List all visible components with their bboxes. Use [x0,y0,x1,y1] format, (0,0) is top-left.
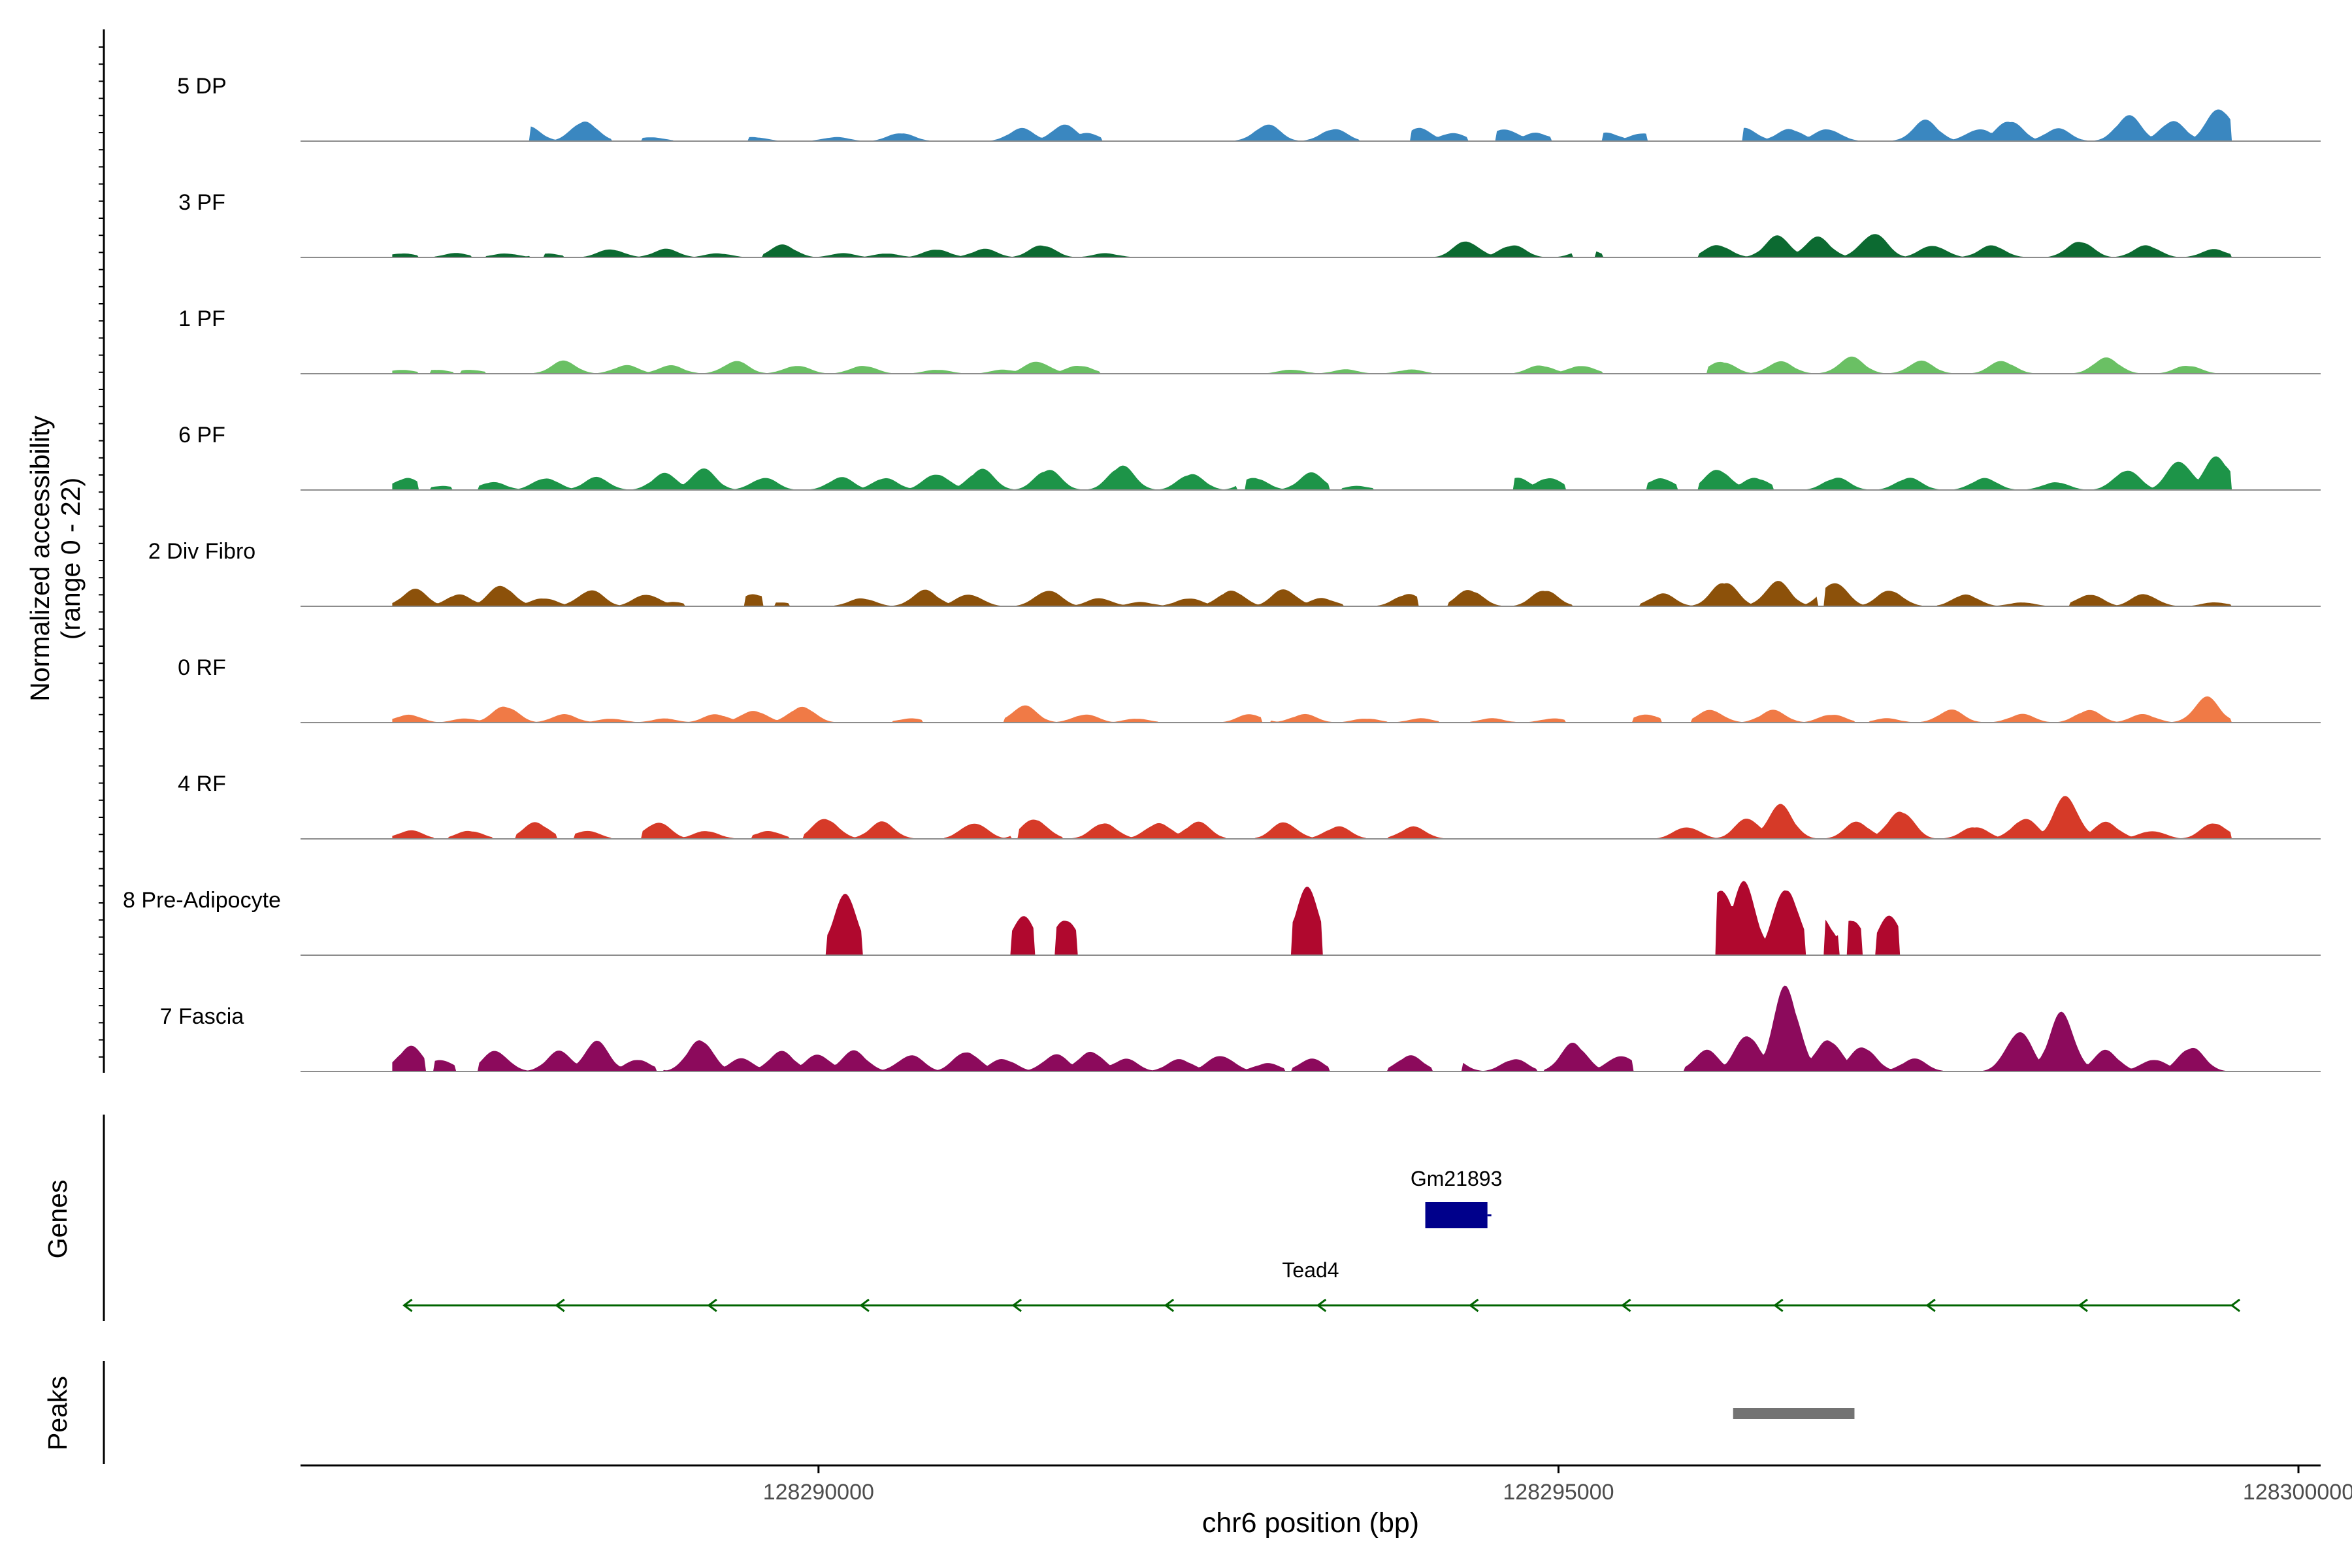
y-axis-label-line1: Normalized accessibility [25,416,55,702]
coverage-area-6-pf [392,456,2232,490]
coverage-area-0-rf [392,696,2232,723]
track-label: 1 PF [178,306,225,331]
strand-arrow [707,1298,717,1313]
gene-tead4: Tead4 [402,1258,2240,1313]
strand-arrow [859,1298,870,1313]
x-tick-label: 128290000 [763,1480,874,1505]
coverage-tracks: 5 DP 3 PF 1 PF 6 PF 2 Div Fibro 0 RF 4 RF 8 Pre… [123,74,2321,1072]
track-label: 4 RF [178,772,226,796]
track-label: 7 Fascia [160,1004,244,1029]
strand-arrow [1316,1298,1327,1313]
genes-track-label: Genes [42,1180,73,1259]
y-axis-label-line2: (range 0 - 22) [56,478,86,640]
track-0-rf: 0 RF [178,655,2321,723]
track-label: 5 DP [177,74,227,99]
gene-label: Tead4 [1282,1258,1339,1282]
track-1-pf: 1 PF [178,306,2321,374]
x-axis-ticks: 128290000 128295000 128300000 [763,1465,2352,1505]
track-6-pf: 6 PF [178,423,2321,491]
track-label: 0 RF [178,655,226,680]
track-label: 6 PF [178,423,225,448]
strand-arrow [1621,1298,1631,1313]
gene-gm21893: Gm21893 [1411,1167,1503,1228]
strand-arrow [1011,1298,1022,1313]
coverage-area-3-pf [392,234,2232,257]
coverage-area-8-pre-adipocyte [392,881,2232,955]
track-4-rf: 4 RF [178,772,2321,840]
gene-label: Gm21893 [1411,1167,1503,1190]
peak-region [1733,1408,1855,1419]
strand-arrow [1925,1298,1936,1313]
coverage-y-axis [99,29,105,1073]
coverage-area-4-rf [392,796,2232,839]
coverage-area-5-dp [392,109,2232,141]
coverage-area-2-div-fibro [392,581,2232,606]
track-label: 8 Pre-Adipocyte [123,888,281,913]
genes-track: Gm21893 Tead4 [402,1167,2240,1313]
strand-arrow [555,1298,565,1313]
track-label: 2 Div Fibro [148,539,255,564]
coverage-area-7-fascia [392,985,2232,1071]
gene-body [1425,1202,1488,1228]
x-axis-label: chr6 position (bp) [1202,1507,1419,1539]
track-3-pf: 3 PF [178,190,2321,258]
track-7-fascia: 7 Fascia [160,985,2321,1072]
track-label: 3 PF [178,190,225,215]
peaks-track [1733,1408,1855,1419]
strand-arrow [1773,1298,1784,1313]
track-5-dp: 5 DP [177,74,2321,142]
coverage-area-1-pf [392,356,2232,374]
strand-arrow [2078,1298,2088,1313]
strand-arrow [402,1298,413,1313]
track-8-pre-adipocyte: 8 Pre-Adipocyte [123,881,2321,956]
strand-arrow [1164,1298,1175,1313]
strand-arrow [2230,1298,2240,1313]
x-tick-label: 128300000 [2243,1480,2352,1505]
track-2-div-fibro: 2 Div Fibro [148,539,2321,607]
strand-arrow [1468,1298,1479,1313]
x-tick-label: 128295000 [1503,1480,1614,1505]
peaks-track-label: Peaks [42,1376,73,1450]
